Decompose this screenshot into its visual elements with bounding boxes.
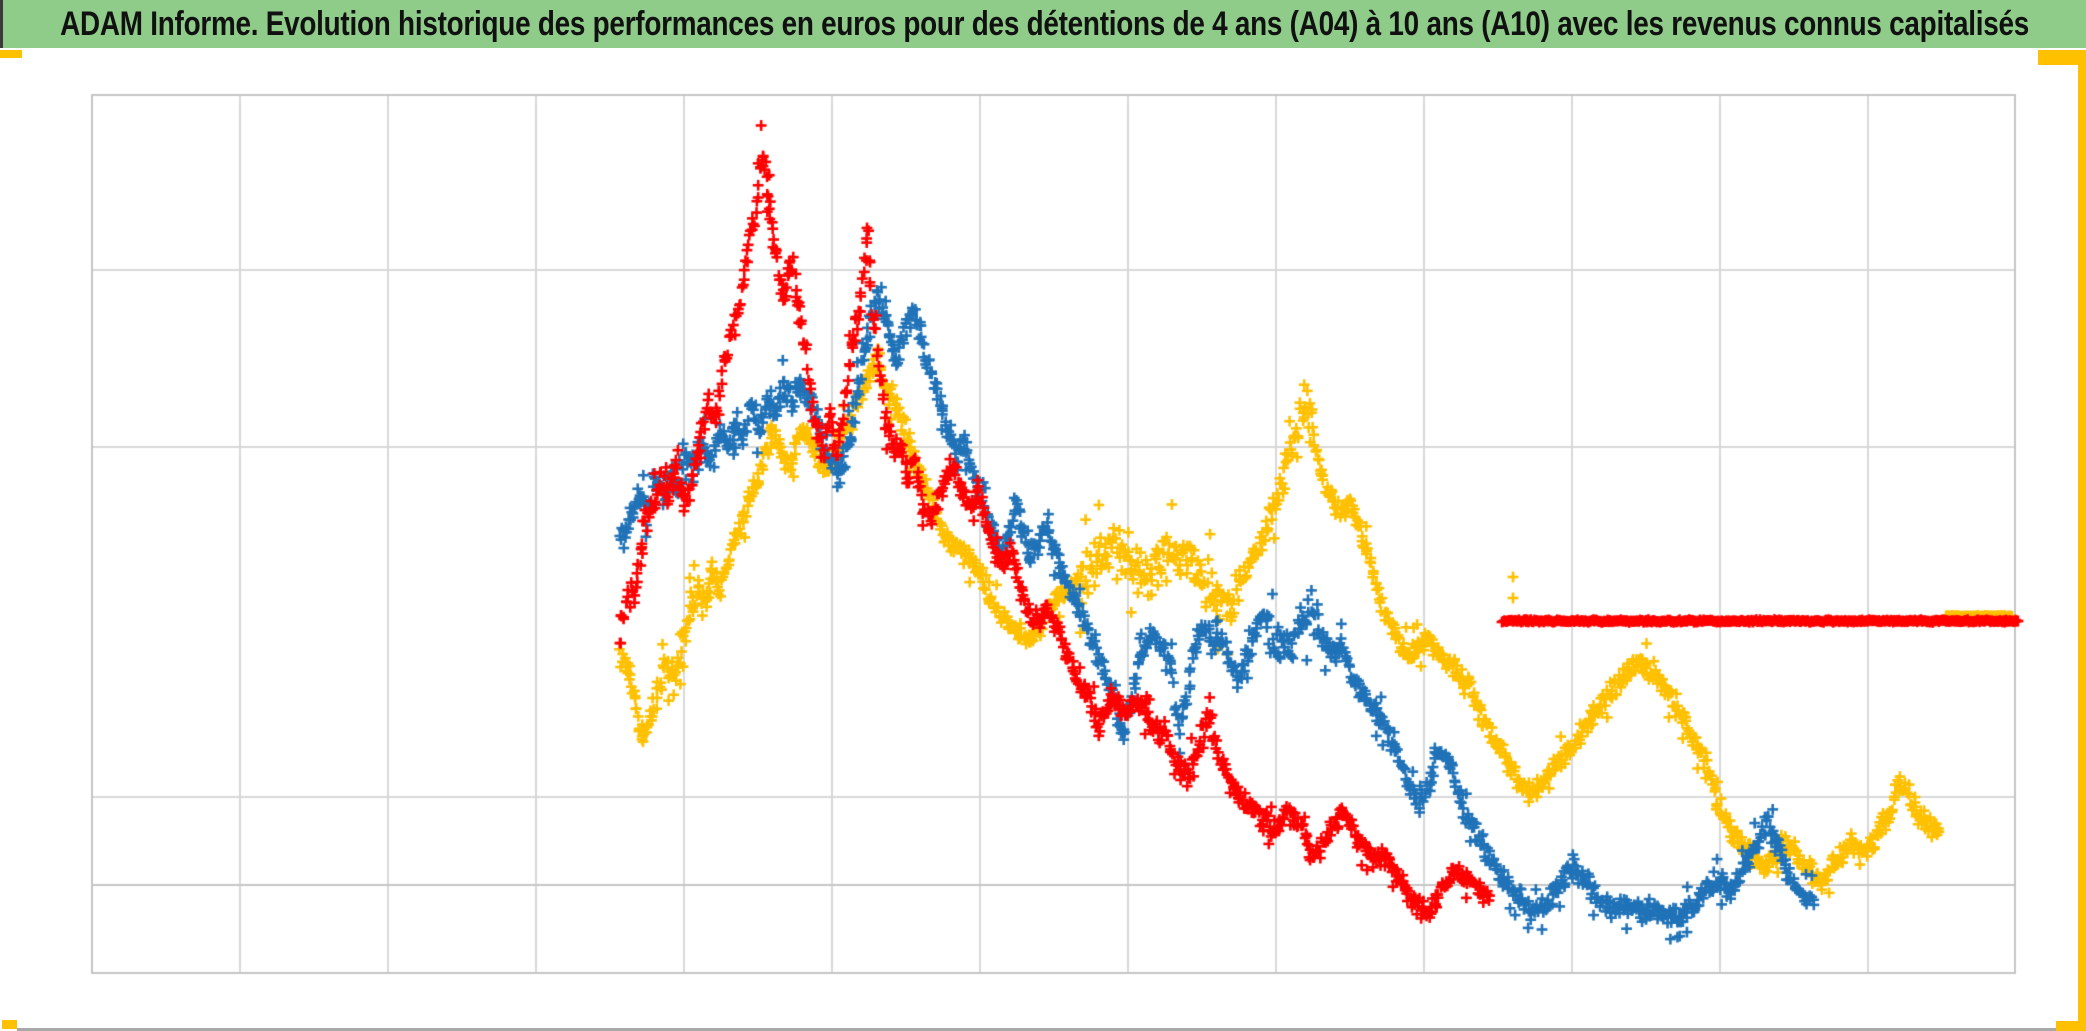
bottom-rule: [17, 1028, 2056, 1031]
frame-accent-top-right-bar: [2038, 50, 2086, 65]
frame-accent-top-left-tab: [0, 50, 22, 58]
frame-accent-bottom-right-foot: [2056, 1021, 2086, 1031]
frame-accent-right-strip: [2078, 50, 2086, 1031]
frame-accent-bottom-left-tab: [2, 1020, 17, 1029]
